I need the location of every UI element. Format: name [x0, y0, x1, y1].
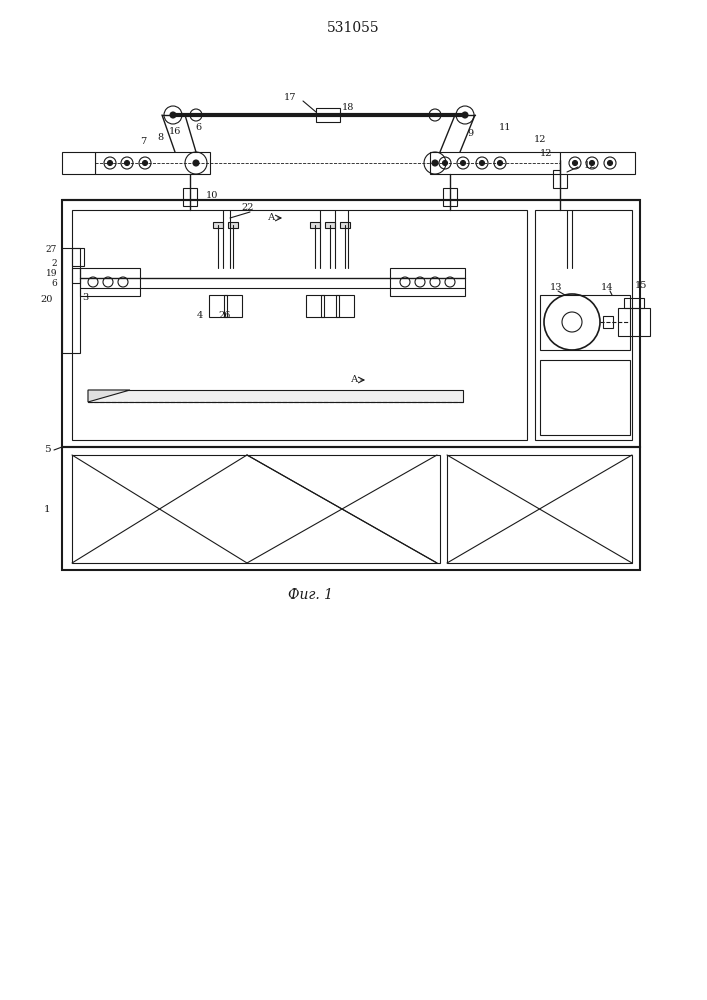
Bar — [62, 248, 80, 353]
Text: 22: 22 — [242, 204, 255, 213]
Circle shape — [607, 160, 612, 165]
Text: 26: 26 — [218, 310, 231, 320]
Circle shape — [429, 109, 441, 121]
Bar — [62, 447, 640, 570]
Bar — [535, 210, 632, 440]
Text: 19: 19 — [45, 268, 57, 277]
Bar — [618, 308, 650, 336]
Bar — [603, 316, 613, 328]
Text: 16: 16 — [169, 127, 181, 136]
Circle shape — [193, 160, 199, 166]
Text: 1: 1 — [44, 506, 50, 514]
Bar — [430, 152, 560, 174]
Bar — [183, 188, 197, 206]
Text: 11: 11 — [498, 123, 511, 132]
Bar — [447, 455, 632, 563]
Bar — [228, 222, 238, 228]
Bar — [336, 295, 354, 317]
Circle shape — [107, 160, 112, 165]
Text: 6: 6 — [195, 123, 201, 132]
Circle shape — [190, 109, 202, 121]
Text: 27: 27 — [46, 245, 57, 254]
Text: 8: 8 — [157, 133, 163, 142]
Text: 13: 13 — [550, 284, 562, 292]
Bar — [390, 268, 465, 296]
Circle shape — [462, 112, 468, 118]
Bar — [213, 222, 223, 228]
Text: А: А — [269, 214, 276, 223]
Text: 6: 6 — [51, 279, 57, 288]
Bar — [95, 152, 210, 174]
Bar — [224, 295, 242, 317]
Bar — [540, 360, 630, 435]
Bar — [88, 390, 463, 402]
Bar — [209, 295, 227, 317]
Bar — [80, 268, 140, 296]
Bar — [72, 455, 440, 563]
Text: 2: 2 — [52, 258, 57, 267]
Text: 9: 9 — [467, 128, 473, 137]
Bar — [443, 188, 457, 206]
Text: 10: 10 — [206, 190, 218, 200]
Bar — [540, 295, 630, 350]
Text: 12: 12 — [534, 135, 547, 144]
Bar — [321, 295, 339, 317]
Text: 18: 18 — [341, 104, 354, 112]
Text: 531055: 531055 — [327, 21, 380, 35]
Bar — [72, 248, 84, 266]
Text: 5: 5 — [44, 446, 50, 454]
Text: 4: 4 — [197, 310, 203, 320]
Bar — [62, 152, 95, 174]
Text: 3: 3 — [82, 294, 88, 302]
Circle shape — [479, 160, 484, 165]
Bar — [325, 222, 335, 228]
Bar — [553, 170, 567, 188]
Text: 20: 20 — [41, 296, 53, 304]
Text: 12: 12 — [540, 148, 552, 157]
Text: 17: 17 — [284, 93, 296, 102]
Text: Фиг. 1: Фиг. 1 — [288, 588, 332, 602]
Circle shape — [170, 112, 176, 118]
Circle shape — [124, 160, 129, 165]
Circle shape — [143, 160, 148, 165]
Circle shape — [498, 160, 503, 165]
Bar — [310, 222, 320, 228]
Bar — [72, 210, 527, 440]
Bar — [624, 298, 644, 308]
Text: 12: 12 — [584, 160, 596, 169]
Circle shape — [460, 160, 465, 165]
Text: 15: 15 — [635, 280, 647, 290]
Bar — [316, 108, 340, 122]
Bar — [340, 222, 350, 228]
Bar — [560, 152, 635, 174]
Text: 7: 7 — [140, 137, 146, 146]
Text: 14: 14 — [601, 284, 613, 292]
Bar — [62, 200, 640, 447]
Bar — [306, 295, 324, 317]
Circle shape — [443, 160, 448, 165]
Circle shape — [573, 160, 578, 165]
Circle shape — [432, 160, 438, 166]
Bar — [72, 268, 80, 283]
Polygon shape — [88, 390, 130, 402]
Text: А: А — [351, 375, 358, 384]
Circle shape — [590, 160, 595, 165]
